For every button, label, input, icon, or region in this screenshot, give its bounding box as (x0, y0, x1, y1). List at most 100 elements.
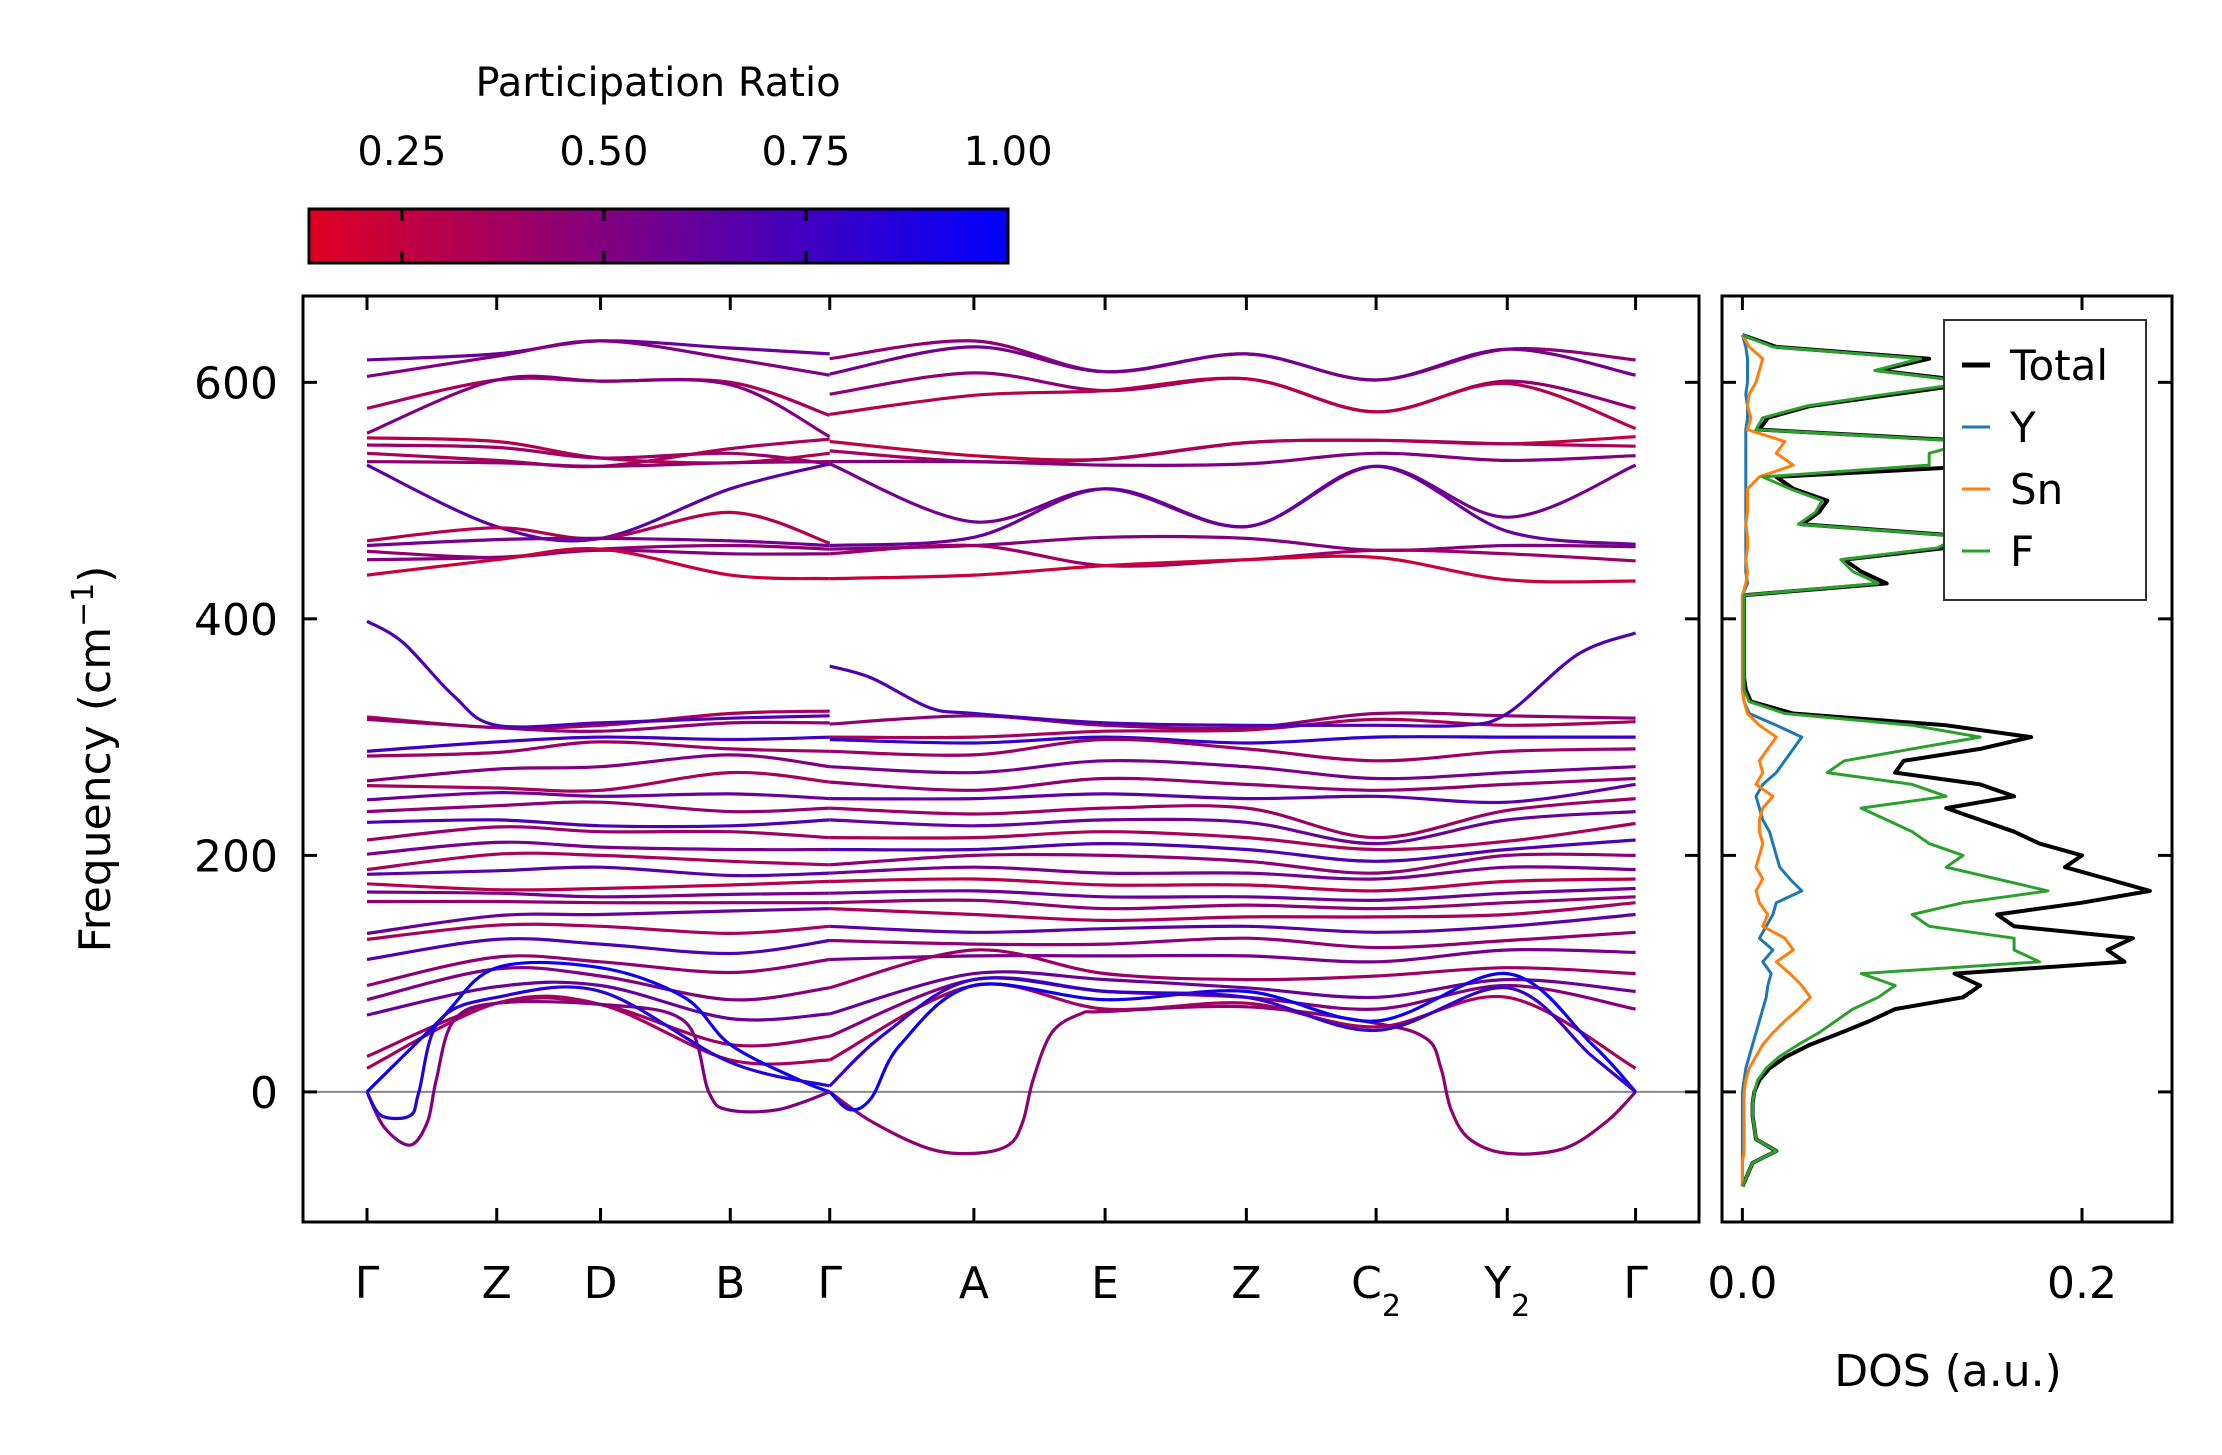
x-tick-label: A (959, 1258, 989, 1309)
phonon-band (366, 966, 830, 1002)
phonon-band (829, 534, 1636, 553)
phonon-band (366, 443, 830, 466)
y-tick-label: 600 (194, 358, 278, 409)
x-tick-label: E (1091, 1258, 1119, 1309)
phonon-band (829, 810, 1636, 846)
colorbar-tick-label: 0.75 (761, 129, 850, 175)
phonon-band (366, 753, 830, 783)
dos-line-y (1740, 334, 1804, 1187)
x-tick-label: D (584, 1258, 618, 1309)
phonon-band (366, 339, 830, 378)
phonon-band (366, 994, 830, 1070)
dos-axes-frame (1720, 294, 2174, 1224)
phonon-band (366, 825, 830, 842)
phonon-band (829, 877, 1636, 893)
phonon-band (366, 717, 830, 733)
phonon-band (829, 947, 1636, 964)
dos-plot: 0.0 0.2 DOS (a.u.) Total Y Sn F (1707, 294, 2174, 1397)
phonon-band (829, 797, 1636, 840)
phonon-band (829, 776, 1636, 792)
legend-label-f: F (2010, 527, 2034, 576)
phonon-band (829, 717, 1636, 740)
phonon-band (829, 895, 1636, 911)
phonon-band (829, 631, 1637, 728)
phonon-band (366, 791, 830, 802)
x-tick-label: Y2 (1483, 1258, 1530, 1324)
phonon-band (366, 740, 830, 758)
phonon-band (829, 711, 1636, 731)
dos-x-tick-label: 0.0 (1707, 1258, 1777, 1309)
y-tick-label: 0 (250, 1068, 278, 1119)
phonon-band (829, 543, 1636, 568)
colorbar-label: Participation Ratio (475, 60, 840, 106)
x-tick-label: B (715, 1258, 745, 1309)
legend: Total Y Sn F (1943, 319, 2147, 601)
phonon-band (829, 464, 1636, 548)
phonon-band (829, 735, 1636, 745)
y-tick-label: 400 (194, 595, 278, 646)
dos-line-f (1741, 333, 2050, 1188)
phonon-band (366, 460, 830, 468)
phonon-band (829, 912, 1636, 934)
x-tick-label: Γ (1623, 1258, 1648, 1309)
phonon-band (829, 737, 1636, 763)
phonon-band (828, 976, 1637, 1094)
phonon-band (366, 735, 830, 753)
legend-label-y: Y (2009, 403, 2036, 452)
band-structure-plot: Γ Z D B Γ A E Z C2 Y2 Γ 0 200 400 600 Frequency (cm−1) (66, 294, 1701, 1324)
phonon-band (829, 759, 1636, 781)
phonon-band (366, 462, 831, 543)
phonon-band (829, 782, 1636, 805)
x-tick-label: Z (1231, 1258, 1261, 1309)
x-tick-label: C2 (1351, 1258, 1401, 1324)
phonon-band (829, 852, 1636, 875)
phonon-band (829, 948, 1636, 990)
phonon-band (828, 971, 1637, 1112)
phonon-band (829, 838, 1636, 863)
phonon-band (366, 770, 830, 793)
colorbar-tick-label: 1.00 (963, 129, 1052, 175)
phonon-band (366, 374, 831, 439)
phonon-band (366, 890, 830, 899)
phonon-band (366, 547, 830, 581)
phonon-band (829, 554, 1636, 584)
phonon-band (366, 907, 830, 935)
x-tick-label: Γ (355, 1258, 380, 1309)
phonon-band (829, 462, 1637, 529)
phonon-band (365, 985, 831, 1121)
phonon-band (366, 339, 830, 362)
dos-line-sn (1740, 334, 1812, 1187)
phonon-band (829, 930, 1636, 950)
phonon-band (366, 980, 830, 1022)
phonon-band (365, 1000, 831, 1147)
phonon-band (829, 821, 1636, 852)
x-tick-label: Z (482, 1258, 512, 1309)
phonon-band (828, 1004, 1637, 1156)
colorbar-tick-label: 0.50 (559, 129, 648, 175)
phonon-band (366, 865, 830, 878)
phonon-band (366, 800, 830, 814)
phonon-band (366, 709, 830, 730)
phonon-band (366, 818, 830, 829)
y-axis-label: Frequency (cm−1) (66, 566, 122, 953)
phonon-band (829, 435, 1636, 462)
phonon-band (366, 536, 830, 548)
legend-label-sn: Sn (2010, 465, 2063, 514)
phonon-band (829, 901, 1636, 923)
phonon-band (366, 851, 830, 872)
phonon-band (366, 899, 830, 905)
dos-x-axis-label: DOS (a.u.) (1834, 1346, 2062, 1397)
y-tick-label: 200 (194, 831, 278, 882)
phonon-band (366, 840, 830, 856)
phonon-band (829, 345, 1636, 382)
legend-label-total: Total (2009, 341, 2108, 390)
dos-x-tick-label: 0.2 (2047, 1258, 2117, 1309)
colorbar-tick-label: 0.25 (357, 129, 446, 175)
phonon-band (829, 886, 1636, 902)
x-tick-label: Γ (817, 1258, 842, 1309)
phonon-band (366, 937, 830, 962)
phonon-band (366, 619, 830, 729)
colorbar-gradient (307, 207, 1010, 265)
phonon-band (366, 922, 830, 941)
